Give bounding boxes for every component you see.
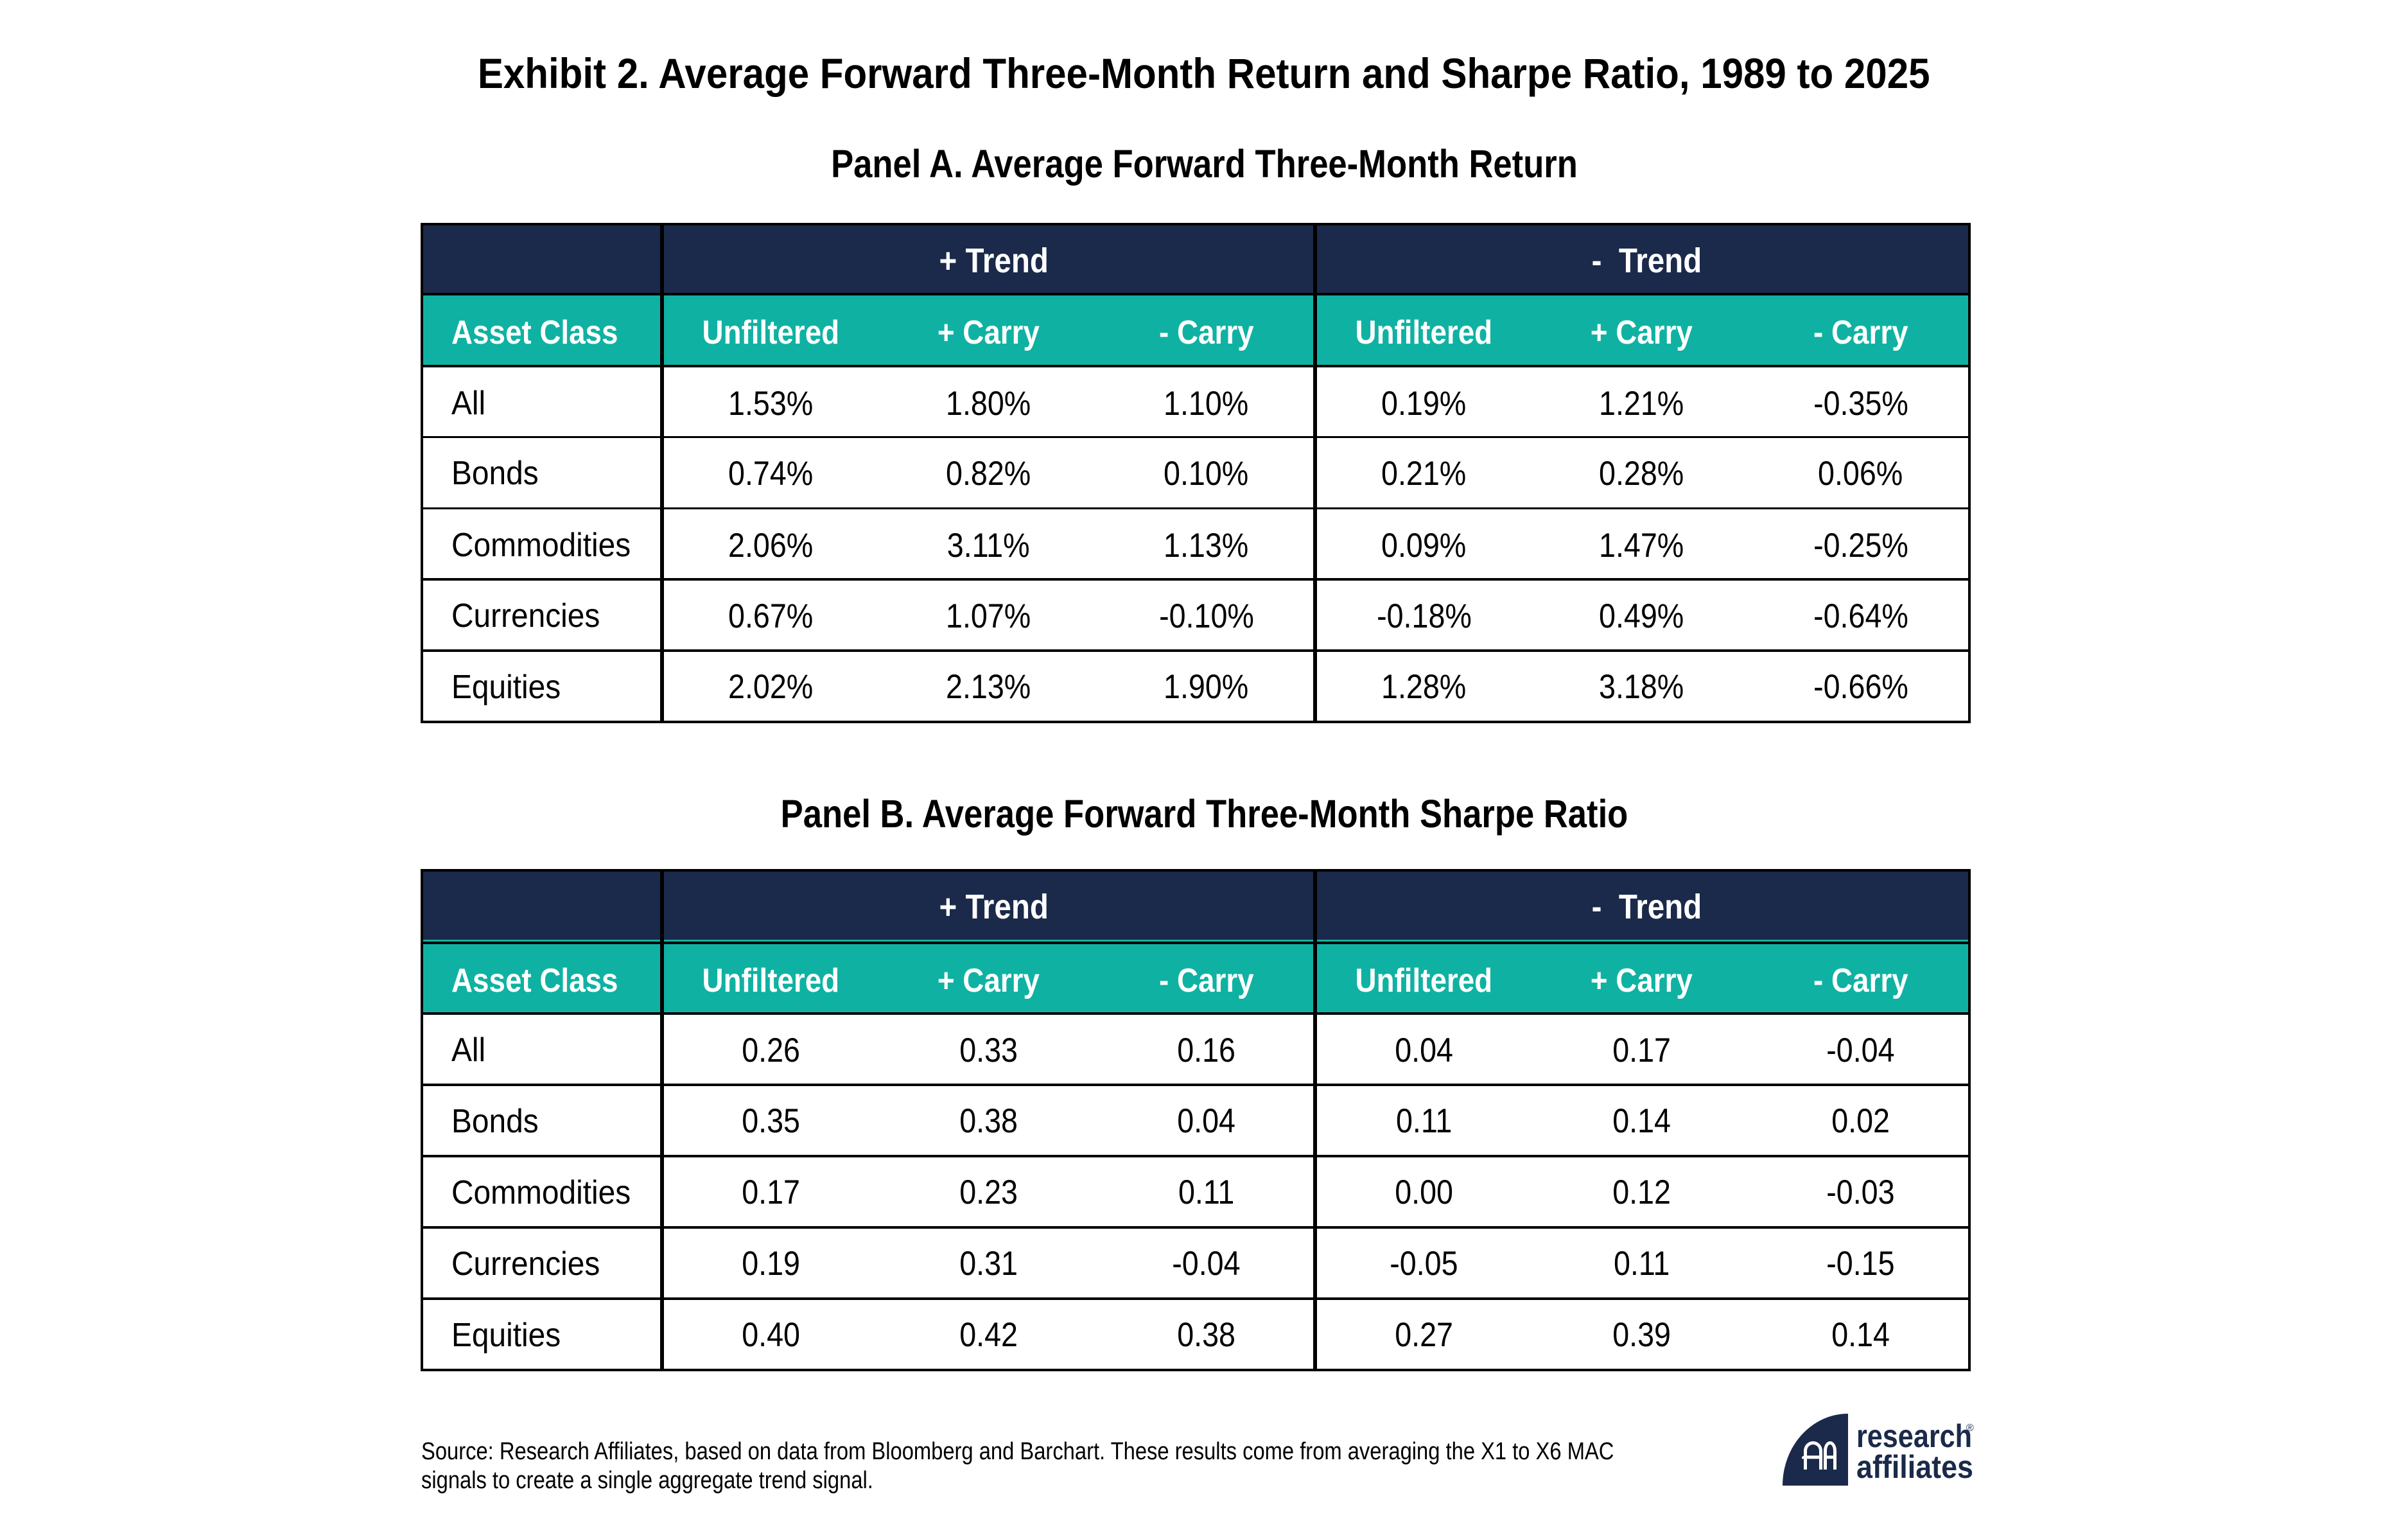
svg-text:affiliates: affiliates — [1856, 1449, 1973, 1485]
svg-text:research: research — [1856, 1418, 1972, 1454]
svg-text:®: ® — [1966, 1423, 1974, 1434]
